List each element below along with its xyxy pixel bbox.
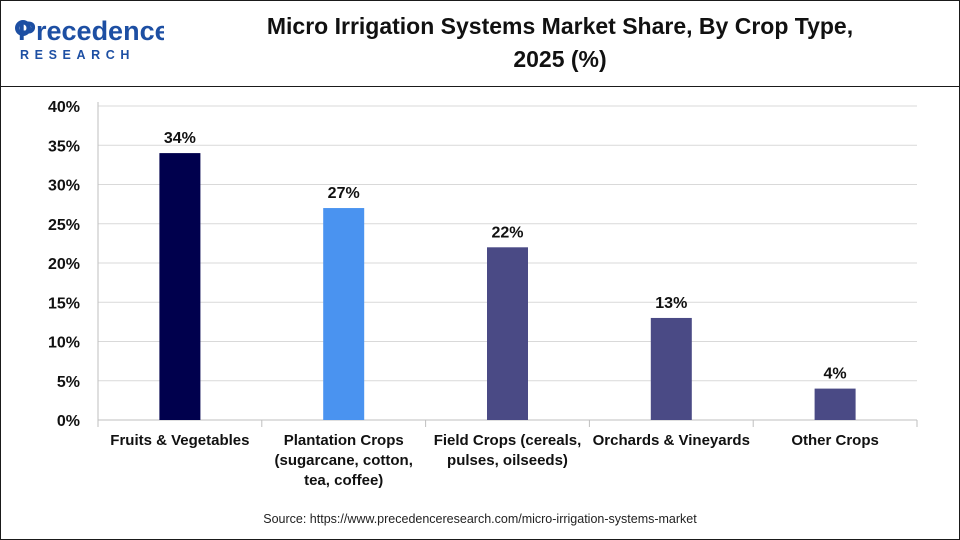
- x-tick-label: Other Crops: [791, 432, 879, 449]
- bar: [487, 247, 528, 420]
- logo-text-top: Precedence: [18, 16, 164, 46]
- data-label: 34%: [164, 130, 196, 147]
- y-tick-label: 30%: [48, 178, 80, 195]
- y-tick-label: 5%: [57, 374, 80, 391]
- x-tick-label: Plantation Crops: [284, 432, 404, 449]
- y-tick-label: 40%: [48, 99, 80, 116]
- chart-title: Micro Irrigation Systems Market Share, B…: [180, 10, 940, 76]
- source-note: Source: https://www.precedenceresearch.c…: [263, 512, 697, 526]
- precedence-research-logo: Precedence RESEARCH: [15, 16, 164, 62]
- x-tick-label: Orchards & Vineyards: [593, 432, 750, 449]
- chart-title-line1: Micro Irrigation Systems Market Share, B…: [266, 13, 854, 39]
- y-tick-label: 10%: [48, 335, 80, 352]
- bar: [650, 317, 692, 420]
- y-tick-label: 0%: [57, 413, 80, 430]
- x-tick-label: pulses, oilseeds): [447, 452, 568, 469]
- data-label: 13%: [655, 295, 687, 312]
- chart-title-line2: 2025 (%): [513, 46, 607, 72]
- y-tick-label: 20%: [48, 256, 80, 273]
- x-tick-label: Field Crops (cereals,: [434, 432, 582, 449]
- y-tick-label: 35%: [48, 138, 80, 155]
- bar-chart: 0% 5% 10% 15% 20% 25% 30% 35% 40% 34% Fruits & Veg…: [48, 99, 918, 489]
- bar: [814, 388, 856, 420]
- x-tick-label: tea, coffee): [304, 472, 383, 489]
- bar: [323, 208, 365, 420]
- y-tick-label: 15%: [48, 295, 80, 312]
- bar: [159, 153, 201, 420]
- chart-header: Precedence RESEARCH Micro Irrigation Sys…: [0, 0, 960, 87]
- data-label: 22%: [491, 224, 523, 241]
- x-tick-label: Fruits & Vegetables: [110, 432, 249, 449]
- data-label: 27%: [328, 185, 360, 202]
- x-tick-label: (sugarcane, cotton,: [275, 452, 413, 469]
- data-label: 4%: [824, 366, 847, 383]
- logo-text-bottom: RESEARCH: [20, 48, 135, 62]
- y-tick-label: 25%: [48, 217, 80, 234]
